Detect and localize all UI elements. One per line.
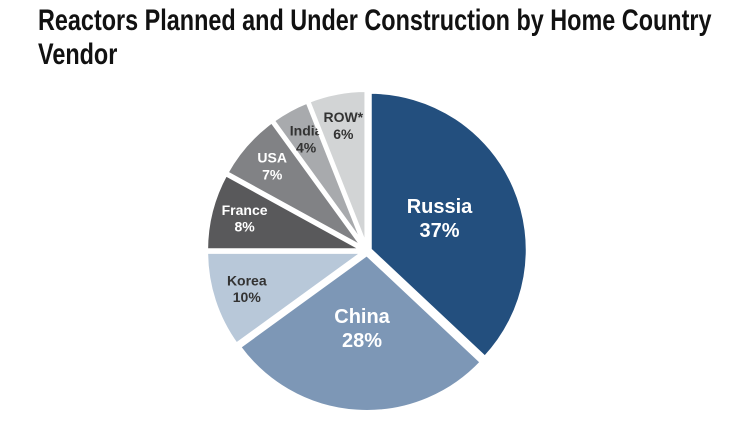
slice-label: France bbox=[222, 202, 268, 218]
value-label: 6% bbox=[333, 126, 354, 142]
slice-label: China bbox=[334, 306, 390, 328]
slice-label: USA bbox=[257, 150, 287, 166]
value-label: 7% bbox=[262, 167, 283, 183]
value-label: 10% bbox=[233, 289, 262, 305]
value-label: 28% bbox=[342, 330, 382, 352]
value-label: 4% bbox=[296, 139, 317, 155]
slice-label: India bbox=[290, 123, 323, 139]
pie-slice bbox=[236, 251, 485, 414]
value-label: 8% bbox=[234, 219, 255, 235]
pie-slice bbox=[367, 89, 530, 361]
pie-slice bbox=[204, 249, 371, 348]
slice-label: Russia bbox=[407, 196, 473, 218]
value-label: 37% bbox=[419, 220, 459, 242]
slice-label: Korea bbox=[227, 272, 267, 288]
chart-title: Reactors Planned and Under Construction … bbox=[38, 4, 712, 71]
pie-slice bbox=[305, 88, 369, 249]
slice-label: ROW* bbox=[323, 109, 363, 125]
